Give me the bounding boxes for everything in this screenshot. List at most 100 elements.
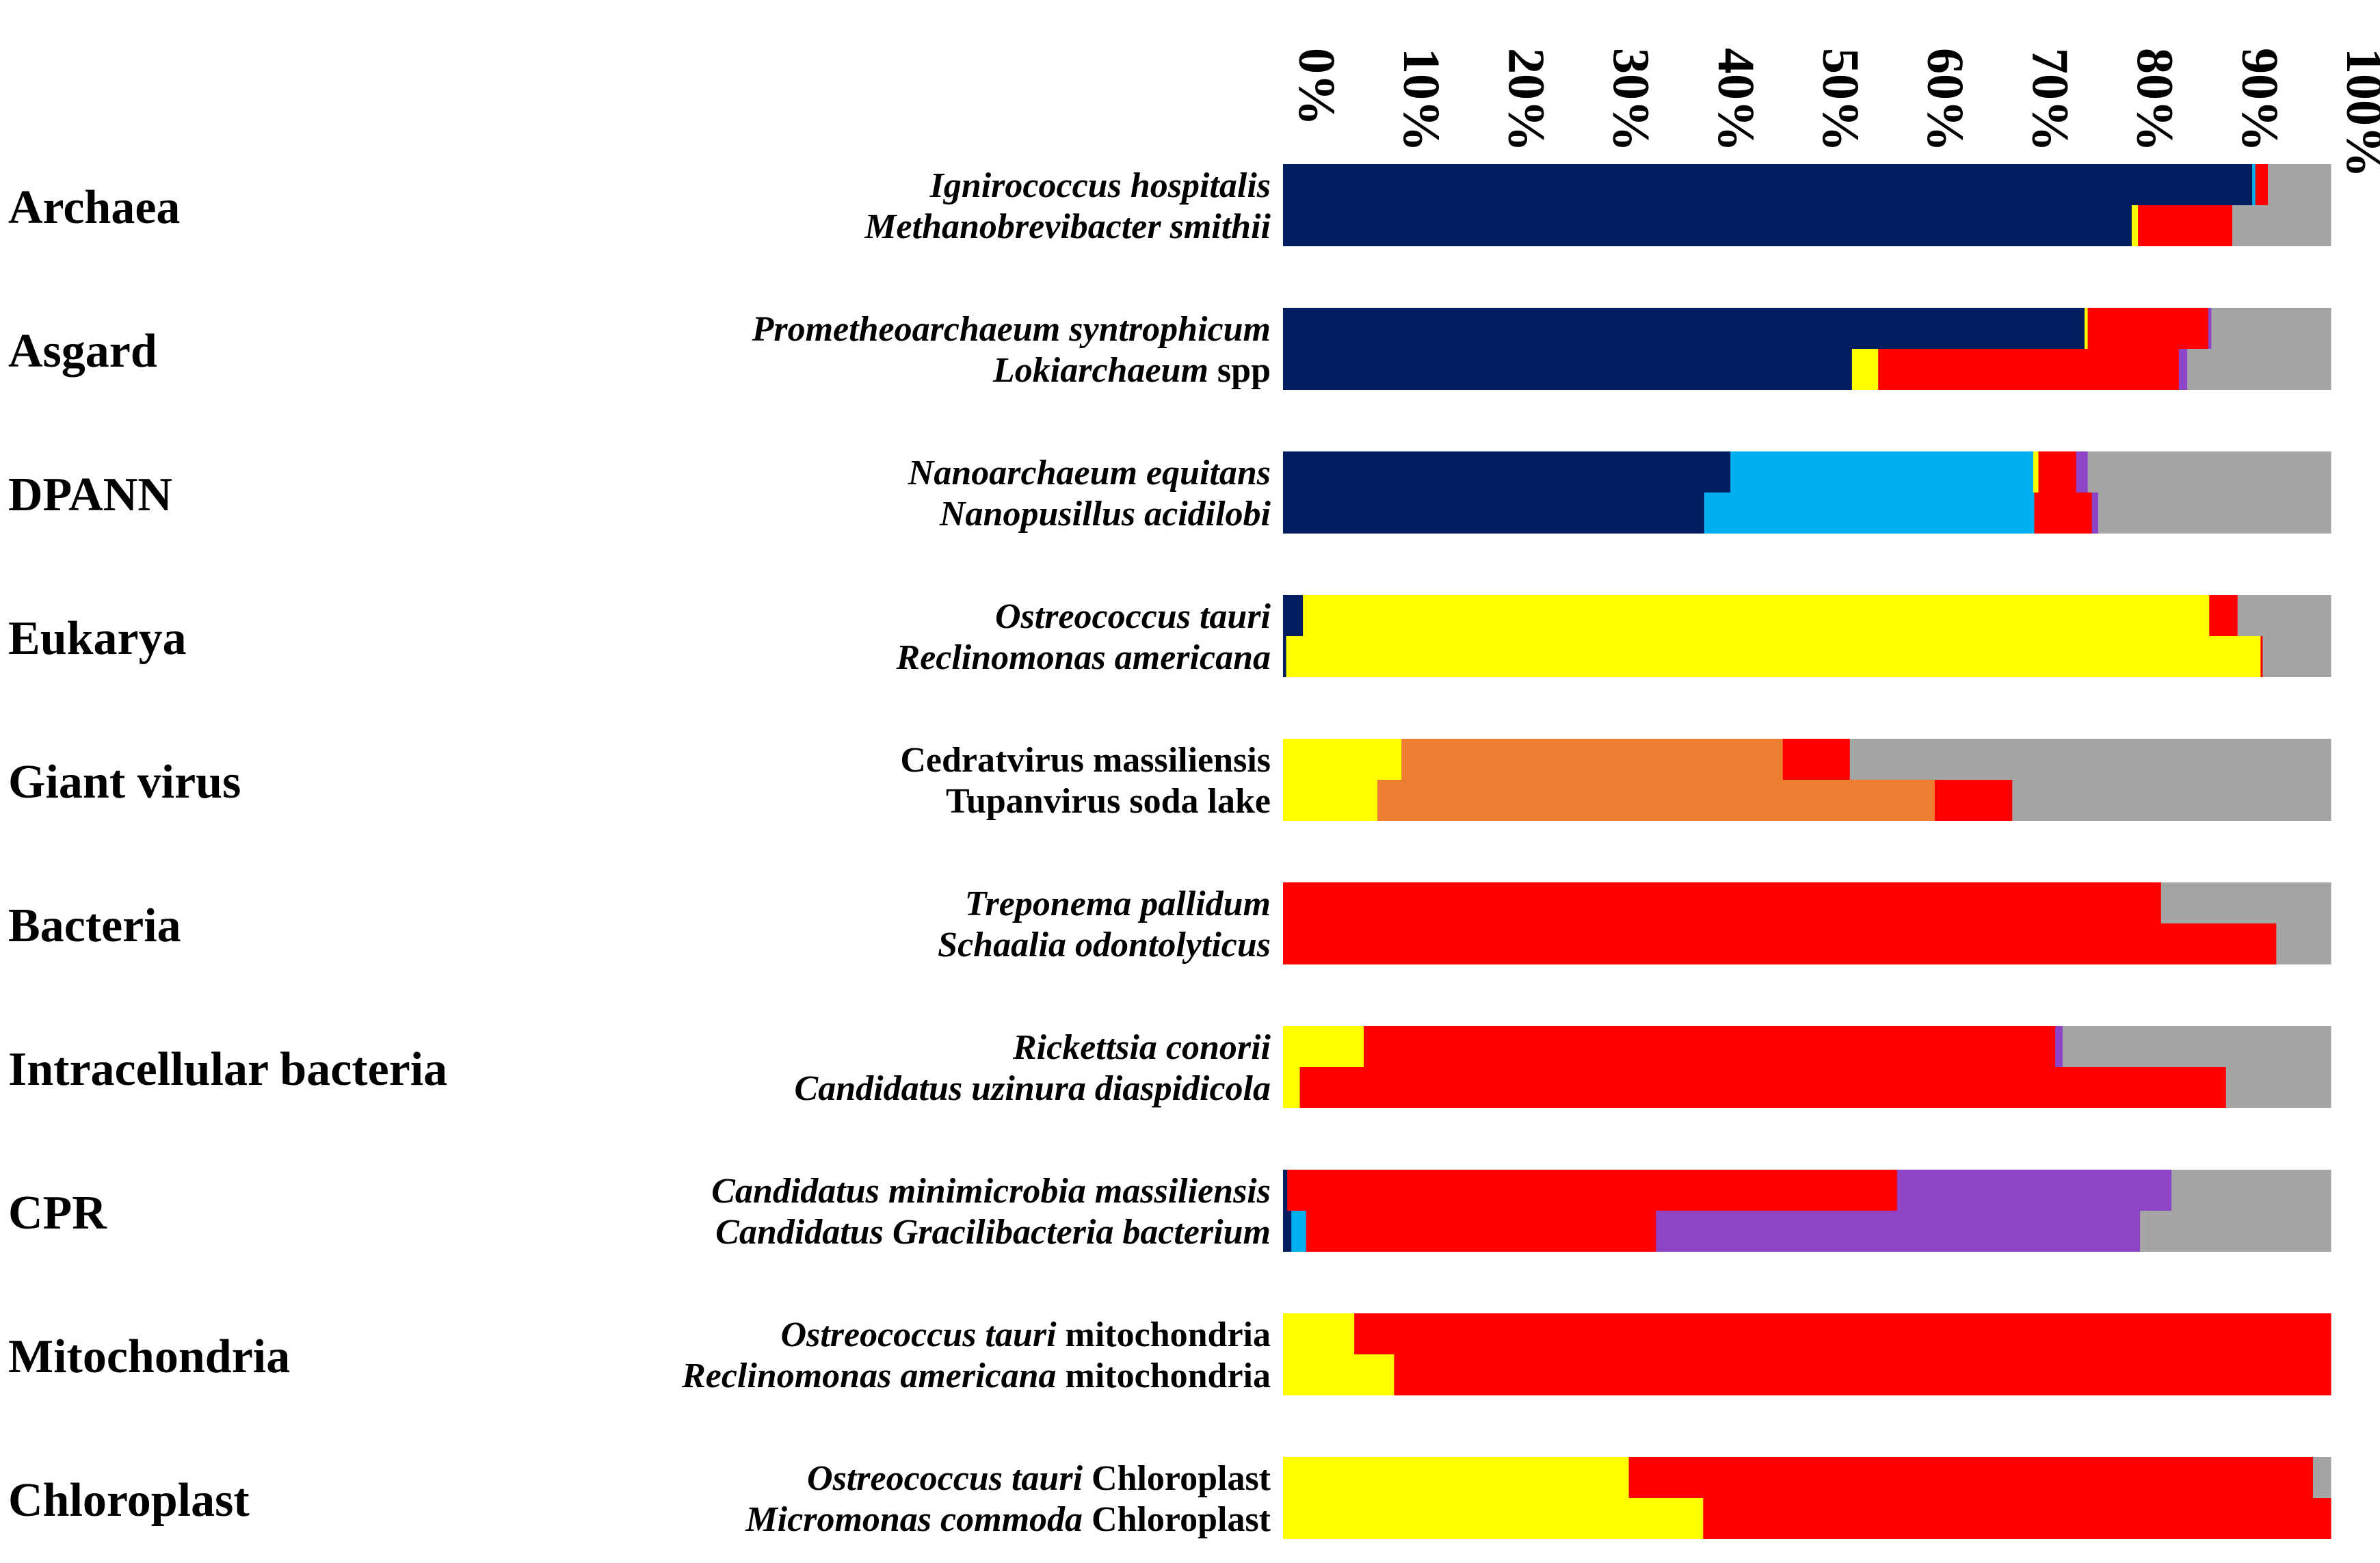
bar-segment: [1849, 739, 2331, 780]
bar-segment: [1934, 780, 2013, 821]
species-label-part: spp: [1208, 351, 1271, 390]
bar-segment: [2140, 1211, 2331, 1252]
bar-segment: [2098, 492, 2331, 534]
species-label-part: Micromonas commoda: [745, 1500, 1083, 1539]
species-label: Reclinomonas americana mitochondria: [681, 1356, 1271, 1395]
bar-segment: [2091, 492, 2099, 534]
x-tick-label: 80%: [2126, 48, 2184, 152]
bar-segment: [1283, 349, 1853, 390]
species-label-part: Nanoarchaeum equitans: [908, 454, 1271, 492]
x-tick-label: 30%: [1602, 48, 1660, 152]
bar-segment: [2131, 205, 2139, 246]
species-label-part: Ignirococcus hospitalis: [929, 166, 1271, 205]
group-label: CPR: [8, 1187, 107, 1239]
species-label: Prometheoarchaeum syntrophicum: [752, 310, 1271, 349]
x-tick-label: 0%: [1288, 48, 1345, 126]
species-label-part: Chloroplast: [1083, 1459, 1271, 1498]
species-label: Nanoarchaeum equitans: [908, 454, 1271, 492]
species-label: Lokiarchaeum spp: [992, 351, 1271, 390]
species-label: Schaalia odontolyticus: [938, 925, 1271, 964]
bar-segment: [1283, 1354, 1394, 1395]
bar-segment: [1704, 492, 2035, 534]
species-label: Treponema pallidum: [965, 884, 1271, 923]
bar-segment: [2055, 1026, 2063, 1067]
x-tick-label: 100%: [2336, 48, 2380, 178]
bar-segment: [2171, 1170, 2331, 1211]
species-labels: Ignirococcus hospitalisMethanobrevibacte…: [681, 166, 1271, 1539]
bar-segment: [1283, 882, 2162, 923]
species-label-part: Rickettsia conorii: [1012, 1028, 1271, 1067]
bar-segment: [1286, 636, 2261, 677]
bar-segment: [2076, 451, 2089, 492]
species-label-part: Reclinomonas americana: [681, 1356, 1056, 1395]
bar-segment: [1283, 1457, 1630, 1498]
group-label: Bacteria: [8, 899, 181, 952]
species-label-part: Ostreococcus tauri: [781, 1315, 1057, 1354]
bar-segment: [1283, 1067, 1301, 1108]
bar-segment: [1394, 1354, 2331, 1395]
bar-segment: [2211, 308, 2331, 349]
bar-segment: [2038, 451, 2077, 492]
species-label: Candidatus minimicrobia massiliensis: [711, 1172, 1271, 1211]
bar-segment: [1283, 205, 2132, 246]
bar-segment: [2255, 164, 2269, 205]
x-tick-label: 70%: [2021, 48, 2078, 152]
bar-segment: [2237, 595, 2331, 636]
x-tick-label: 90%: [2231, 48, 2288, 152]
bar-segment: [1878, 349, 2180, 390]
group-label: DPANN: [8, 469, 172, 521]
bar-segment: [1354, 1313, 2331, 1354]
bar-segment: [2084, 308, 2089, 349]
species-label: Nanopusillus acidilobi: [939, 495, 1271, 534]
bar-segment: [1287, 1170, 1898, 1211]
group-label: Mitochondria: [8, 1330, 290, 1383]
species-label-part: Candidatus Gracilibacteria bacterium: [715, 1213, 1271, 1252]
species-label: Candidatus Gracilibacteria bacterium: [715, 1213, 1271, 1252]
species-label: Ostreococcus tauri Chloroplast: [807, 1459, 1271, 1498]
x-axis-ticks: 0% 10% 20% 30% 40% 50% 60% 70% 80% 90% 100%: [1288, 48, 2380, 178]
bar-segment: [2087, 451, 2331, 492]
bar-segment: [1283, 164, 2253, 205]
bar-segment: [1896, 1170, 2172, 1211]
group-label: Asgard: [8, 325, 157, 378]
species-label-part: Candidatus uzinura diaspidicola: [795, 1069, 1271, 1108]
bar-segment: [2252, 164, 2256, 205]
bar-segment: [1283, 1313, 1355, 1354]
bar-segment: [1283, 739, 1402, 780]
bar-segment: [1283, 923, 2277, 964]
bar-segment: [1283, 308, 2085, 349]
bar-segment: [1628, 1457, 2314, 1498]
bar-segment: [2034, 492, 2093, 534]
species-label: Rickettsia conorii: [1012, 1028, 1271, 1067]
bar-segment: [1703, 1498, 2331, 1539]
species-label: Ignirococcus hospitalis: [929, 166, 1271, 205]
bar-segment: [1283, 1026, 1364, 1067]
bar-segment: [1283, 636, 1287, 677]
bar-segment: [1283, 1170, 1288, 1211]
bar-segment: [1299, 1067, 2227, 1108]
species-label-part: Methanobrevibacter smithii: [864, 207, 1271, 246]
x-tick-label: 60%: [1916, 48, 1974, 152]
species-label-part: Lokiarchaeum: [992, 351, 1208, 390]
species-label-part: mitochondria: [1057, 1356, 1271, 1395]
species-label: Tupanvirus soda lake: [946, 782, 1271, 821]
bar-segment: [2062, 1026, 2331, 1067]
bar-segment: [2138, 205, 2233, 246]
bar-segment: [1283, 451, 1731, 492]
bar-segment: [2160, 882, 2331, 923]
bar-segment: [2268, 164, 2331, 205]
species-label-part: Cedratvirus massiliensis: [900, 741, 1271, 780]
species-label-part: Schaalia odontolyticus: [938, 925, 1271, 964]
bar-segment: [1401, 739, 1784, 780]
bar-segment: [1782, 739, 1851, 780]
species-label-part: Reclinomonas americana: [896, 638, 1271, 677]
group-label: Intracellular bacteria: [8, 1043, 447, 1096]
bar-segment: [1363, 1026, 2056, 1067]
bar-segment: [1283, 780, 1378, 821]
species-label-part: Prometheoarchaeum syntrophicum: [752, 310, 1271, 349]
species-label: Ostreococcus tauri mitochondria: [781, 1315, 1271, 1354]
bar-segment: [2232, 205, 2331, 246]
species-label-part: Nanopusillus acidilobi: [939, 495, 1271, 534]
species-label-part: mitochondria: [1057, 1315, 1271, 1354]
